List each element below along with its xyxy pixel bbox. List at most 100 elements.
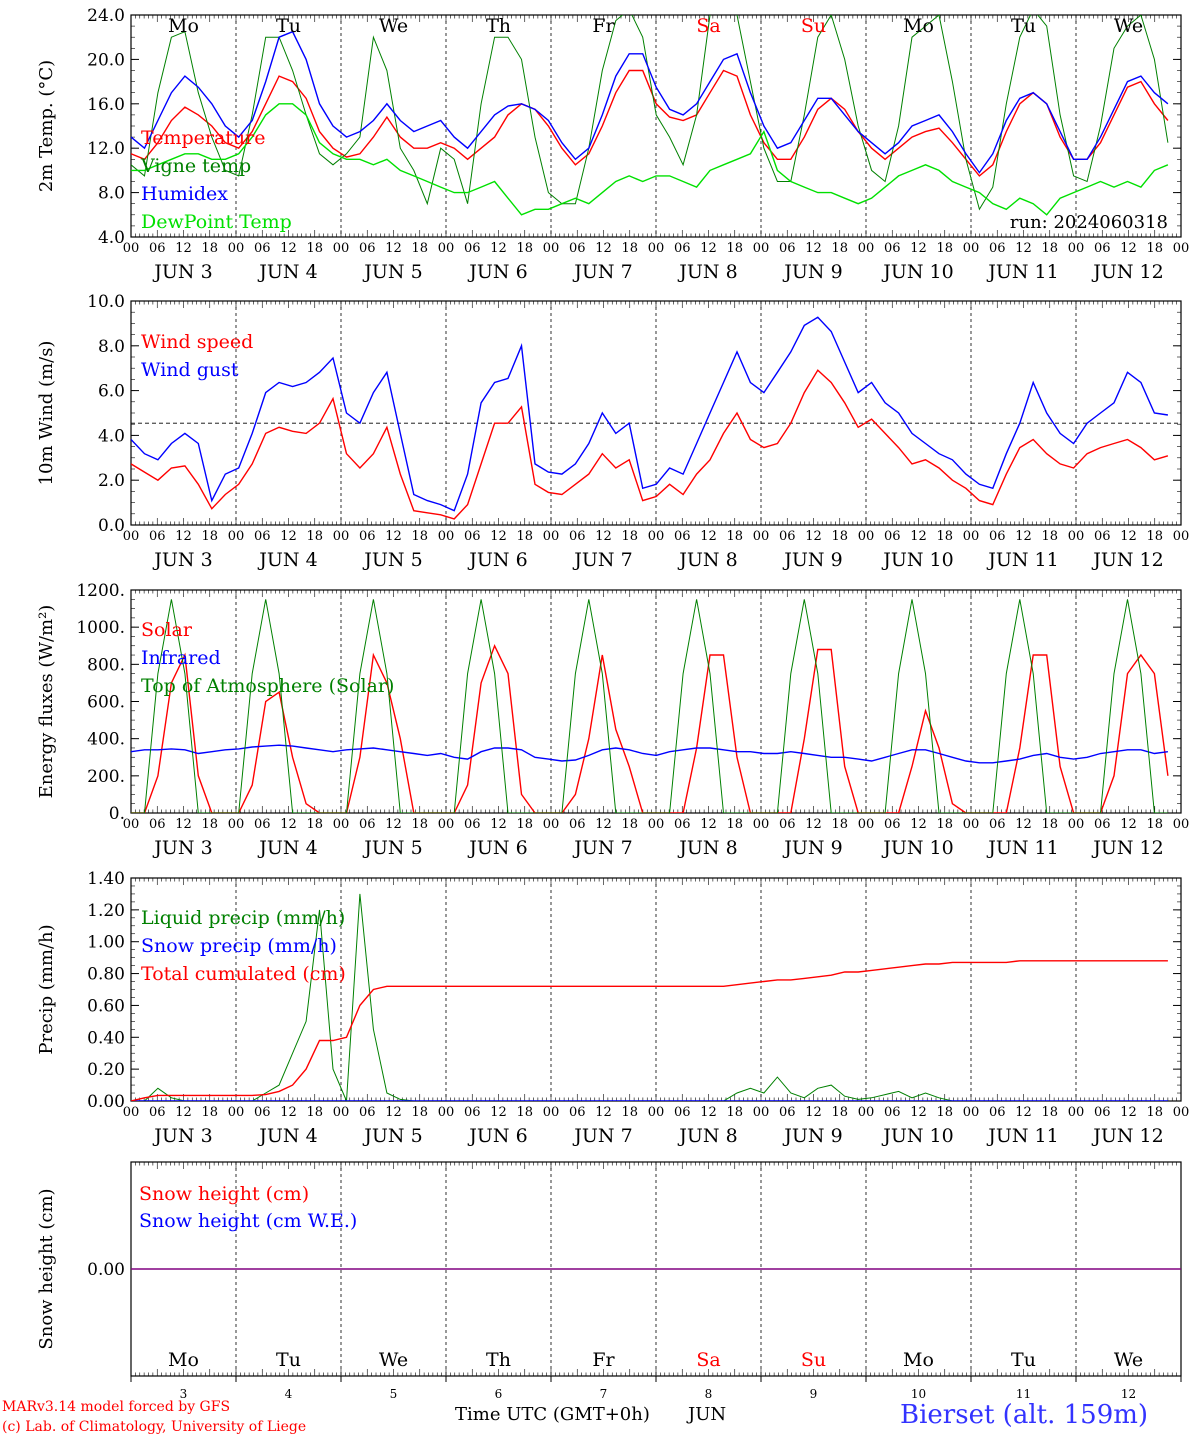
hour-tick-label: 06: [569, 817, 586, 832]
y-tick-label: 1200.: [76, 581, 125, 601]
y-tick-label: 0.60: [87, 996, 125, 1016]
hour-tick-label: 12: [700, 241, 717, 256]
hour-tick-label: 12: [490, 529, 507, 544]
hour-tick-label: 06: [464, 817, 481, 832]
hour-tick-label: 06: [359, 241, 376, 256]
hour-tick-label: 00: [123, 817, 140, 832]
legend-entry: Infrared: [141, 647, 221, 669]
hour-tick-label: 00: [963, 817, 980, 832]
x-axis-month: JUN: [688, 1404, 727, 1425]
hour-tick-label: 12: [490, 1105, 507, 1120]
hour-tick-label: 00: [1173, 1105, 1190, 1120]
hour-tick-label: 00: [1068, 1105, 1085, 1120]
hour-tick-label: 06: [1094, 817, 1111, 832]
hour-tick-label: 06: [464, 1105, 481, 1120]
legend-entry: Total cumulated (cm): [141, 963, 346, 985]
hour-tick-label: 12: [805, 1105, 822, 1120]
footer-model-credit: MARv3.14 model forced by GFS: [2, 1399, 231, 1415]
day-name-bottom: Mo: [903, 1349, 934, 1371]
y-tick-label: 4.0: [98, 228, 125, 248]
hour-tick-label: 00: [438, 817, 455, 832]
y-tick-label: 2.0: [98, 471, 125, 491]
y-tick-label: 0.00: [87, 1260, 125, 1280]
hour-tick-label: 18: [516, 529, 533, 544]
bottom-day-number: 9: [810, 1387, 818, 1401]
hour-tick-label: 18: [516, 817, 533, 832]
date-label: JUN 9: [782, 837, 842, 859]
series-line-0: [131, 369, 1169, 520]
hour-tick-label: 00: [228, 529, 245, 544]
hour-tick-label: 00: [543, 529, 560, 544]
day-name-bottom: Sa: [696, 1349, 720, 1371]
date-label: JUN 9: [782, 549, 842, 571]
legend-entry: Liquid precip (mm/h): [141, 907, 345, 929]
hour-tick-label: 18: [936, 529, 953, 544]
y-tick-label: 1000.: [76, 618, 125, 638]
date-label: JUN 6: [467, 261, 527, 283]
hour-tick-label: 12: [595, 529, 612, 544]
hour-tick-label: 00: [858, 817, 875, 832]
y-tick-label: 16.0: [87, 95, 125, 115]
legend-entry: Snow height (cm): [139, 1183, 309, 1205]
hour-tick-label: 06: [884, 817, 901, 832]
series-line-1: [131, 744, 1168, 764]
footer-lab-credit: (c) Lab. of Climatology, University of L…: [2, 1419, 307, 1435]
bottom-day-number: 12: [1121, 1387, 1136, 1401]
bottom-day-number: 10: [911, 1387, 926, 1401]
hour-tick-label: 00: [753, 1105, 770, 1120]
day-name-bottom: Tu: [276, 1349, 301, 1371]
date-label: JUN 3: [152, 1125, 212, 1147]
hour-tick-label: 18: [831, 241, 848, 256]
hour-tick-label: 18: [516, 1105, 533, 1120]
hour-tick-label: 12: [910, 1105, 927, 1120]
hour-tick-label: 00: [123, 241, 140, 256]
hour-tick-label: 06: [149, 241, 166, 256]
hour-tick-label: 06: [989, 1105, 1006, 1120]
hour-tick-label: 18: [621, 1105, 638, 1120]
hour-tick-label: 00: [1173, 529, 1190, 544]
bottom-day-number: 4: [285, 1387, 293, 1401]
hour-tick-label: 18: [306, 1105, 323, 1120]
y-axis-label: 10m Wind (m/s): [36, 341, 57, 486]
hour-tick-label: 18: [516, 241, 533, 256]
date-label: JUN 11: [986, 549, 1058, 571]
date-label: JUN 12: [1091, 261, 1163, 283]
hour-tick-label: 12: [280, 1105, 297, 1120]
hour-tick-label: 18: [1041, 241, 1058, 256]
hour-tick-label: 00: [123, 529, 140, 544]
hour-tick-label: 18: [831, 817, 848, 832]
x-axis-title: Time UTC (GMT+0h): [455, 1404, 650, 1425]
legend-entry: Solar: [141, 619, 193, 641]
y-tick-label: 0.80: [87, 965, 125, 985]
hour-tick-label: 00: [333, 1105, 350, 1120]
hour-tick-label: 00: [963, 241, 980, 256]
hour-tick-label: 12: [385, 817, 402, 832]
hour-tick-label: 18: [1041, 817, 1058, 832]
station-name: Bierset (alt. 159m): [900, 1400, 1149, 1430]
day-name-bottom: We: [379, 1349, 408, 1371]
hour-tick-label: 06: [884, 241, 901, 256]
date-label: JUN 7: [572, 261, 632, 283]
hour-tick-label: 06: [254, 817, 271, 832]
day-name-bottom: Mo: [168, 1349, 199, 1371]
hour-tick-label: 12: [280, 817, 297, 832]
hour-tick-label: 18: [411, 1105, 428, 1120]
hour-tick-label: 12: [805, 817, 822, 832]
hour-tick-label: 18: [201, 241, 218, 256]
hour-tick-label: 18: [411, 241, 428, 256]
series-line-1: [131, 15, 1169, 211]
y-tick-label: 1.00: [87, 933, 125, 953]
date-label: JUN 8: [677, 549, 737, 571]
day-name-top: Tu: [276, 15, 301, 37]
hour-tick-label: 12: [1015, 817, 1032, 832]
hour-tick-label: 06: [359, 1105, 376, 1120]
hour-tick-label: 00: [543, 817, 560, 832]
y-tick-label: 20.0: [87, 50, 125, 70]
hour-tick-label: 12: [805, 241, 822, 256]
hour-tick-label: 18: [1146, 1105, 1163, 1120]
hour-tick-label: 12: [1015, 1105, 1032, 1120]
hour-tick-label: 18: [621, 817, 638, 832]
hour-tick-label: 12: [490, 241, 507, 256]
date-label: JUN 9: [782, 261, 842, 283]
y-tick-label: 0.20: [87, 1060, 125, 1080]
